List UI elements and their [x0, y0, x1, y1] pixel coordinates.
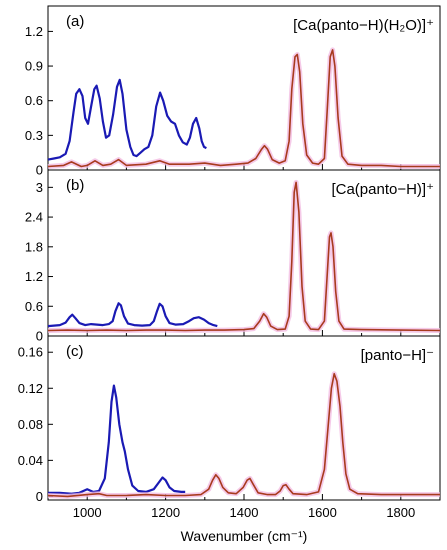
panel-c: 0 0.04 0.08 0.12 0.16 (c) [panto−H]⁻ [18, 335, 441, 504]
ion-label: [panto−H]⁻ [361, 347, 434, 364]
y-tick-label: 0.9 [25, 59, 43, 74]
x-tick-label: 1400 [230, 505, 259, 520]
x-tick-label: 1000 [73, 505, 102, 520]
spectrum-trace-2 [47, 181, 441, 332]
y-tick-label: 1.8 [25, 239, 43, 254]
ion-label: [Ca(panto−H)(H₂O)]⁺ [293, 17, 434, 34]
spectrum-trace-1 [47, 78, 207, 161]
y-tick-label: 0 [36, 163, 43, 178]
plot-layer: 0 0.3 0.6 0.9 1.2 (a) [Ca(panto−H)(H₂O)]⁺ 0 0.6 1… [18, 5, 441, 520]
experimental-trace-glow [47, 371, 440, 499]
y-tick-label: 1.2 [25, 24, 43, 39]
y-tick-label: 0.6 [25, 93, 43, 108]
spectrum-trace-1 [48, 384, 186, 495]
spectrum-trace-2 [47, 373, 440, 498]
y-tick-label: 0.16 [18, 345, 43, 360]
y-tick-label: 3 [36, 180, 43, 195]
y-tick-label: 0.6 [25, 299, 43, 314]
y-tick-label: 0 [36, 329, 43, 344]
y-tick-label: 0.12 [18, 381, 43, 396]
x-axis-title: Wavenumber (cm⁻¹) [181, 528, 308, 544]
y-tick-label: 1.2 [25, 269, 43, 284]
x-tick-label: 1600 [308, 505, 337, 520]
y-tick-label: 2.4 [25, 210, 43, 225]
panel-b: 0 0.6 1.2 1.8 2.4 3 (b) [Ca(panto−H)]⁺ [25, 169, 441, 344]
spectrum-trace-2 [47, 49, 440, 168]
spectrum-trace-1 [47, 302, 218, 328]
y-tick-label: 0.04 [18, 453, 43, 468]
experimental-trace-glow [47, 179, 441, 333]
y-tick-label: 0 [36, 489, 43, 504]
y-tick-label: 0.3 [25, 128, 43, 143]
ion-label: [Ca(panto−H)]⁺ [331, 181, 434, 198]
x-tick-label: 1200 [151, 505, 180, 520]
panel-a: 0 0.3 0.6 0.9 1.2 (a) [Ca(panto−H)(H₂O)]⁺ [25, 5, 441, 178]
panel-label: (a) [66, 13, 84, 30]
panel-label: (b) [66, 177, 84, 194]
y-tick-label: 0.08 [18, 417, 43, 432]
panel-label: (c) [66, 343, 84, 360]
experimental-trace-glow [47, 47, 440, 169]
x-tick-label: 1800 [386, 505, 415, 520]
